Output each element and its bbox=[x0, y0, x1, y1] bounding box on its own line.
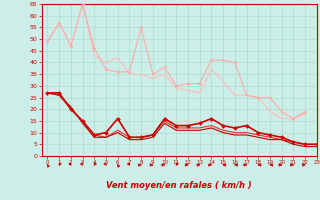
Text: Vent moyen/en rafales ( km/h ): Vent moyen/en rafales ( km/h ) bbox=[106, 182, 252, 190]
